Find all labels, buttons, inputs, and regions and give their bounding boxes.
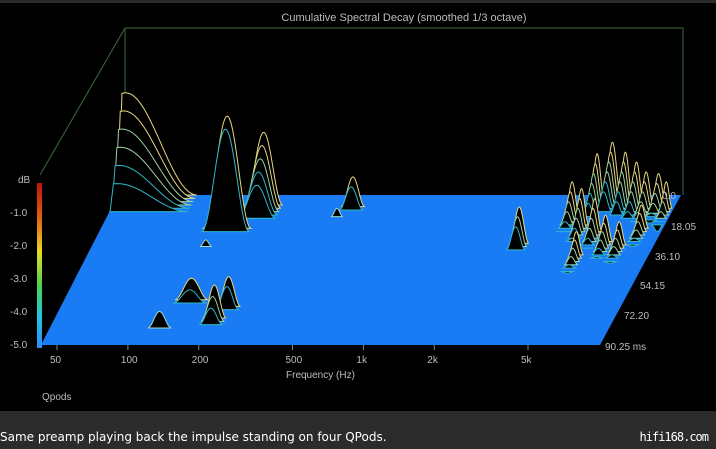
- decay-slice: [199, 239, 212, 248]
- x-tick-label: 2k: [427, 355, 438, 366]
- decay-slice: [606, 246, 621, 256]
- x-tick-label: 50: [50, 355, 62, 366]
- x-tick-label: 1k: [356, 355, 367, 366]
- decay-slice: [620, 211, 635, 219]
- decay-slice: [560, 270, 575, 274]
- decay-slice: [109, 183, 189, 213]
- x-axis-label: Frequency (Hz): [286, 370, 355, 381]
- decay-slice: [580, 237, 595, 246]
- x-tick-label: 100: [120, 355, 138, 366]
- box-frame: [39, 27, 684, 195]
- chart-title: Cumulative Spectral Decay (smoothed 1/3 …: [281, 12, 527, 24]
- decay-slice: [651, 224, 664, 233]
- time-tick-label: 90.25 ms: [605, 342, 647, 353]
- decay-slice: [595, 191, 612, 213]
- decay-slice: [609, 201, 624, 216]
- decay-slice: [654, 211, 667, 219]
- decay-slice: [173, 289, 207, 304]
- decay-slice: [591, 247, 606, 256]
- decay-slice: [330, 207, 343, 218]
- time-tick-label: 72.20: [624, 311, 650, 322]
- time-tick-label: 36.10: [655, 252, 681, 263]
- decay-slice: [557, 221, 573, 229]
- y-tick-label: dB: [18, 175, 31, 186]
- decay-slice: [603, 260, 618, 264]
- time-tick-label: 18.05: [671, 222, 697, 233]
- decay-slice: [199, 307, 223, 326]
- time-tick-label: 54.15: [640, 281, 666, 292]
- decay-slice: [627, 237, 642, 243]
- decay-slice: [506, 226, 526, 251]
- decay-slice: [628, 229, 644, 239]
- legend-label: Qpods: [42, 392, 72, 403]
- decay-slice: [562, 264, 577, 269]
- y-tick-label: -5.0: [10, 340, 28, 351]
- y-tick-label: -4.0: [10, 307, 28, 318]
- chart-area: Cumulative Spectral Decay (smoothed 1/3 …: [0, 3, 716, 411]
- decay-slice: [625, 244, 640, 248]
- colorbar: [37, 183, 42, 348]
- decay-slice: [646, 202, 661, 214]
- x-tick-label: 500: [285, 355, 303, 366]
- y-tick-label: -1.0: [10, 208, 28, 219]
- decay-slice: [644, 212, 659, 218]
- time-tick-label: 0.0: [662, 191, 676, 202]
- x-tick-label: 200: [191, 355, 209, 366]
- caption: Same preamp playing back the impulse sta…: [0, 430, 387, 444]
- waterfall-plot: [39, 27, 684, 350]
- decay-slice: [604, 254, 620, 259]
- decay-slice: [559, 211, 575, 226]
- decay-slice: [582, 227, 597, 243]
- x-tick-label: 5k: [521, 355, 532, 366]
- decay-slice: [339, 186, 364, 211]
- decay-slice: [147, 310, 172, 329]
- decay-slice: [622, 201, 637, 216]
- watermark: hifi168.com: [639, 430, 709, 444]
- decay-slice: [201, 128, 250, 233]
- decay-slice: [589, 256, 604, 259]
- y-tick-label: -3.0: [10, 274, 28, 285]
- decay-slice: [563, 256, 579, 266]
- y-tick-label: -2.0: [10, 241, 28, 252]
